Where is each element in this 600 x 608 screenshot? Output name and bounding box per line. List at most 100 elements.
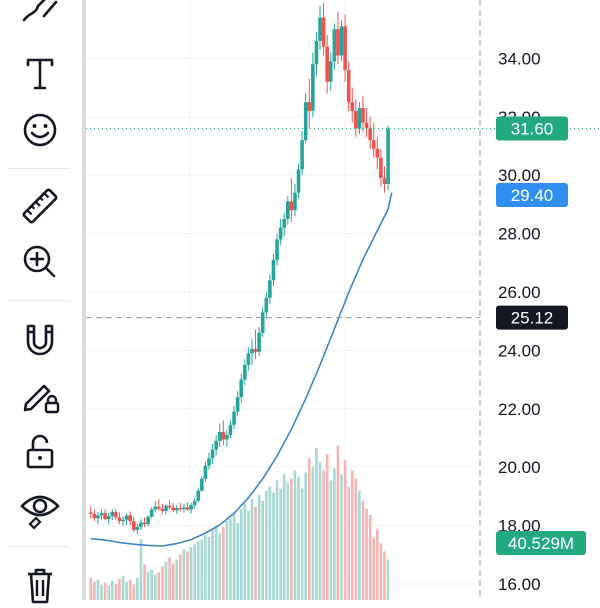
last-price-badge bbox=[496, 116, 568, 141]
volume-bars bbox=[89, 446, 390, 600]
price-tick-label: 24.00 bbox=[498, 341, 541, 360]
candle-body bbox=[268, 280, 272, 298]
candle-body bbox=[314, 40, 319, 65]
price-tick-label: 20.00 bbox=[498, 458, 541, 477]
drawing-toolbar bbox=[0, 0, 82, 604]
candle-body bbox=[149, 509, 154, 517]
candle-body bbox=[343, 26, 347, 71]
candle-body bbox=[117, 517, 122, 522]
candle-body bbox=[153, 506, 158, 510]
candle-body bbox=[182, 507, 186, 510]
candle-body bbox=[106, 516, 111, 520]
chart-pane[interactable]: 34.0032.0030.0028.0026.0024.0022.0020.00… bbox=[86, 0, 600, 600]
candle-body bbox=[296, 169, 301, 193]
volume-bar bbox=[189, 547, 193, 600]
candle-body bbox=[239, 379, 244, 398]
candle-body bbox=[210, 449, 215, 459]
candle-body bbox=[157, 506, 161, 509]
trash-icon[interactable] bbox=[16, 560, 64, 608]
candle-body bbox=[228, 424, 233, 436]
candle-body bbox=[371, 140, 376, 149]
volume-bar bbox=[243, 503, 247, 600]
volume-bar bbox=[103, 582, 107, 600]
candle-body bbox=[92, 513, 97, 519]
volume-bar bbox=[136, 577, 139, 600]
candle-body bbox=[350, 102, 355, 111]
volume-bar bbox=[261, 500, 265, 600]
volume-bar bbox=[100, 584, 103, 600]
candle-body bbox=[246, 353, 251, 365]
volume-bar bbox=[200, 539, 204, 600]
price-tick-label: 34.00 bbox=[498, 49, 541, 68]
candle-body bbox=[160, 508, 165, 511]
brush-icon[interactable] bbox=[16, 0, 64, 34]
candle-body bbox=[282, 218, 287, 228]
candle-body bbox=[131, 521, 136, 530]
emoji-icon[interactable] bbox=[16, 106, 64, 154]
volume-bar bbox=[211, 529, 214, 600]
candle-body bbox=[332, 29, 337, 62]
volume-bar bbox=[286, 482, 290, 600]
candle-body bbox=[289, 201, 294, 211]
candle-body bbox=[221, 432, 226, 440]
toolbar-divider bbox=[8, 546, 70, 547]
volume-bar bbox=[168, 557, 171, 600]
lock-drawings-icon[interactable] bbox=[16, 372, 64, 420]
text-icon[interactable] bbox=[16, 50, 64, 98]
candle-body bbox=[178, 508, 183, 510]
candle-body bbox=[260, 312, 265, 333]
candle-body bbox=[278, 227, 283, 240]
volume-bar bbox=[157, 572, 161, 600]
volume-bar bbox=[311, 466, 315, 600]
volume-bar bbox=[225, 521, 229, 600]
ruler-icon[interactable] bbox=[16, 182, 64, 230]
price-badges: 31.60 29.40 25.12 40.529M bbox=[496, 116, 586, 555]
candle-body bbox=[303, 102, 308, 141]
volume-bar bbox=[250, 498, 254, 600]
volume-bar bbox=[376, 529, 379, 600]
volume-bar bbox=[118, 578, 121, 600]
ma-value-badge bbox=[496, 183, 568, 208]
volume-bar bbox=[372, 537, 376, 600]
volume-bar bbox=[343, 460, 347, 600]
magnet-icon[interactable] bbox=[16, 316, 64, 364]
candle-body bbox=[103, 513, 107, 520]
candle-body bbox=[368, 128, 372, 141]
volume-bar bbox=[236, 523, 239, 600]
candle-body bbox=[139, 522, 143, 528]
volume-bar bbox=[275, 480, 279, 600]
candle-body bbox=[164, 505, 168, 511]
volume-bar bbox=[315, 448, 318, 600]
eye-icon[interactable] bbox=[16, 484, 64, 532]
volume-bar bbox=[186, 551, 189, 600]
candle-body bbox=[382, 178, 387, 184]
candle-body bbox=[264, 297, 269, 313]
volume-bar bbox=[333, 468, 336, 600]
volume-bar bbox=[114, 583, 118, 600]
zoom-in-icon[interactable] bbox=[16, 238, 64, 286]
candle-body bbox=[88, 512, 93, 514]
volume-bar bbox=[322, 470, 325, 600]
unlock-icon[interactable] bbox=[16, 428, 64, 476]
candle-body bbox=[325, 46, 329, 82]
volume-bar bbox=[164, 561, 168, 600]
volume-bar bbox=[383, 551, 386, 600]
candle-body bbox=[235, 397, 240, 412]
volume-bar bbox=[125, 581, 128, 600]
candle-body bbox=[300, 140, 304, 170]
candles bbox=[88, 2, 390, 535]
candle-body bbox=[207, 458, 211, 466]
candle-body bbox=[135, 527, 140, 530]
volume-bar bbox=[329, 480, 333, 600]
candle-body bbox=[357, 108, 362, 129]
candle-body bbox=[196, 490, 201, 501]
candle-body bbox=[232, 411, 236, 425]
volume-bar bbox=[368, 514, 372, 600]
volume-badge bbox=[496, 531, 586, 555]
volume-bar bbox=[132, 584, 136, 600]
candle-body bbox=[275, 239, 279, 260]
candle-body bbox=[121, 519, 125, 522]
candle-body bbox=[354, 110, 358, 129]
volume-bar bbox=[347, 486, 350, 600]
candle-body bbox=[285, 201, 290, 219]
